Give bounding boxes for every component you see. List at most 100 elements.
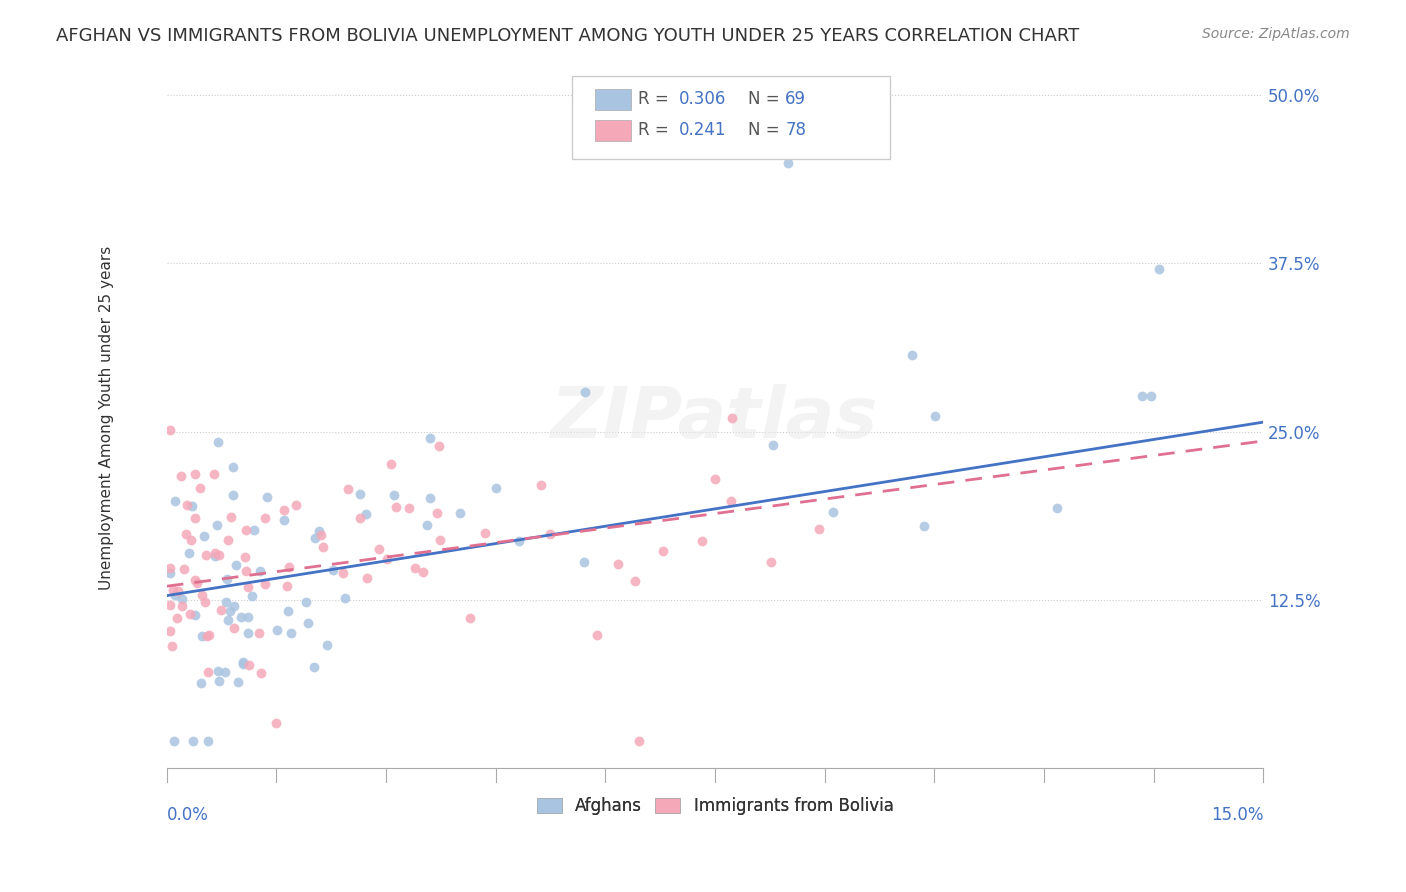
Point	[159, 624, 181, 638]
Point	[484, 481, 506, 495]
Point	[367, 542, 389, 557]
Point	[197, 734, 219, 748]
Point	[278, 560, 301, 574]
Point	[181, 499, 204, 513]
Point	[585, 628, 607, 642]
Point	[285, 498, 308, 512]
Point	[778, 155, 800, 169]
Point	[302, 660, 325, 674]
Point	[191, 629, 214, 643]
Point	[720, 494, 742, 508]
Point	[249, 564, 271, 578]
Point	[183, 467, 205, 482]
Point	[165, 493, 187, 508]
Point	[197, 665, 219, 680]
Point	[426, 507, 449, 521]
Point	[236, 610, 259, 624]
Point	[159, 423, 181, 437]
Point	[249, 665, 271, 680]
Point	[209, 603, 232, 617]
Point	[170, 468, 193, 483]
Point	[529, 478, 551, 492]
Point	[162, 639, 184, 653]
Point	[273, 502, 295, 516]
Point	[277, 604, 299, 618]
Point	[322, 563, 344, 577]
Point	[304, 531, 326, 545]
Point	[159, 566, 181, 581]
Text: 15.0%: 15.0%	[1211, 806, 1263, 824]
Point	[208, 548, 231, 562]
Text: 0.306: 0.306	[679, 90, 725, 108]
Point	[166, 611, 188, 625]
Point	[692, 534, 714, 549]
Point	[574, 385, 596, 400]
Text: 0.241: 0.241	[679, 121, 727, 139]
Point	[762, 438, 785, 452]
Point	[198, 628, 221, 642]
Point	[224, 599, 246, 614]
Point	[174, 527, 197, 541]
Point	[276, 579, 298, 593]
Point	[266, 623, 288, 637]
Point	[308, 524, 330, 539]
Point	[295, 594, 318, 608]
Point	[253, 576, 276, 591]
Point	[208, 673, 231, 688]
Text: Unemployment Among Youth under 25 years: Unemployment Among Youth under 25 years	[98, 246, 114, 591]
Point	[193, 529, 215, 543]
Point	[311, 541, 333, 555]
Point	[221, 510, 243, 524]
Point	[222, 460, 245, 475]
Point	[380, 457, 402, 471]
Point	[375, 552, 398, 566]
Point	[419, 431, 441, 445]
Point	[427, 439, 450, 453]
Point	[229, 610, 252, 624]
Point	[217, 533, 239, 547]
Point	[214, 594, 236, 608]
Point	[205, 517, 228, 532]
Point	[204, 546, 226, 560]
Point	[624, 574, 647, 588]
Point	[238, 658, 260, 673]
Point	[356, 571, 378, 585]
Point	[159, 599, 181, 613]
Point	[398, 500, 420, 515]
Point	[429, 533, 451, 548]
Point	[232, 656, 254, 670]
Point	[349, 486, 371, 500]
Point	[184, 511, 207, 525]
Point	[297, 616, 319, 631]
Point	[332, 566, 354, 580]
Point	[167, 584, 190, 599]
Text: 78: 78	[785, 121, 806, 139]
Point	[222, 621, 245, 635]
Point	[190, 675, 212, 690]
Point	[273, 513, 295, 527]
Point	[256, 491, 278, 505]
Point	[572, 555, 595, 569]
Point	[419, 491, 441, 505]
Point	[235, 564, 257, 578]
Point	[912, 519, 935, 533]
Point	[821, 505, 844, 519]
Point	[474, 526, 496, 541]
Point	[247, 626, 270, 640]
Point	[404, 561, 426, 575]
Point	[901, 349, 924, 363]
Point	[335, 591, 357, 605]
Point	[415, 517, 437, 532]
Point	[1140, 389, 1163, 403]
FancyBboxPatch shape	[596, 89, 630, 110]
Text: 69: 69	[785, 90, 806, 108]
Point	[202, 467, 225, 481]
Point	[449, 506, 471, 520]
Point	[652, 544, 675, 558]
Point	[162, 582, 184, 597]
Point	[225, 558, 247, 573]
Point	[382, 488, 405, 502]
Point	[703, 472, 725, 486]
Point	[627, 734, 650, 748]
Point	[264, 715, 287, 730]
